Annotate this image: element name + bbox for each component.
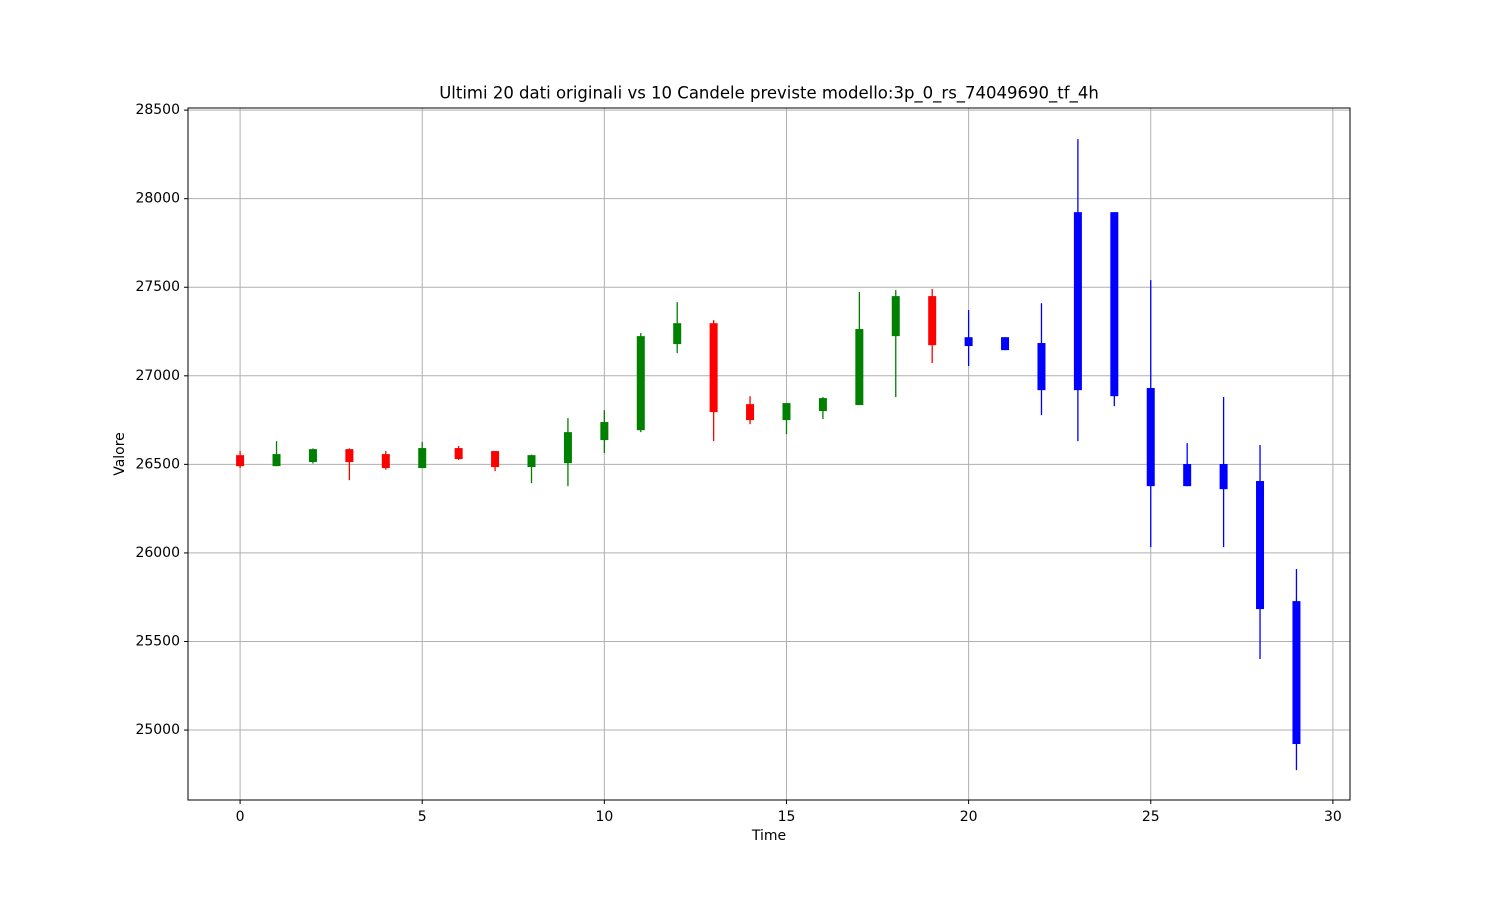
candle-body	[746, 404, 755, 421]
candle-body	[1037, 343, 1046, 391]
plot-frame	[187, 107, 1351, 801]
candle-body	[636, 336, 645, 431]
candle-body	[928, 296, 937, 346]
candle-body	[527, 455, 536, 468]
candle-body	[454, 448, 463, 460]
candle-body	[345, 449, 354, 463]
candle-body	[782, 403, 791, 421]
y-tick-label: 25500	[135, 633, 180, 649]
candle-body	[1219, 464, 1228, 490]
x-tick-label: 5	[418, 809, 427, 825]
x-tick-label: 20	[960, 809, 978, 825]
candle-body	[600, 422, 609, 441]
x-axis-label: Time	[751, 828, 786, 844]
candle-body	[418, 448, 427, 469]
x-tick-label: 30	[1324, 809, 1342, 825]
x-tick-label: 25	[1142, 809, 1160, 825]
candle-body	[1110, 212, 1119, 397]
y-tick-label: 28000	[135, 191, 180, 207]
candle-body	[818, 398, 827, 412]
candle-body	[709, 323, 718, 413]
candle-body	[272, 454, 281, 467]
candle-body	[236, 455, 245, 467]
candle-body	[1001, 337, 1010, 351]
candle-body	[308, 449, 317, 463]
x-tick-label: 15	[778, 809, 796, 825]
candle-body	[563, 432, 572, 464]
y-tick-label: 26000	[135, 545, 180, 561]
y-tick-label: 28500	[135, 102, 180, 118]
candle-body	[1146, 388, 1155, 487]
candle-body	[673, 323, 682, 345]
x-tick-label: 10	[595, 809, 613, 825]
chart-title: Ultimi 20 dati originali vs 10 Candele p…	[439, 84, 1099, 104]
y-tick-label: 27000	[135, 368, 180, 384]
y-tick-label: 26500	[135, 456, 180, 472]
candle-body	[964, 337, 973, 347]
candle-body	[1073, 212, 1082, 391]
candle-body	[855, 329, 864, 406]
y-axis-label: Valore	[112, 432, 128, 476]
candle-body	[1183, 464, 1192, 487]
candle-body	[1292, 601, 1301, 745]
x-tick-label: 0	[236, 809, 245, 825]
y-tick-label: 27500	[135, 279, 180, 295]
candle-body	[1256, 481, 1265, 610]
candle-body	[891, 296, 900, 337]
candle-body	[381, 454, 390, 469]
y-tick-label: 25000	[135, 722, 180, 738]
candle-body	[491, 451, 500, 468]
